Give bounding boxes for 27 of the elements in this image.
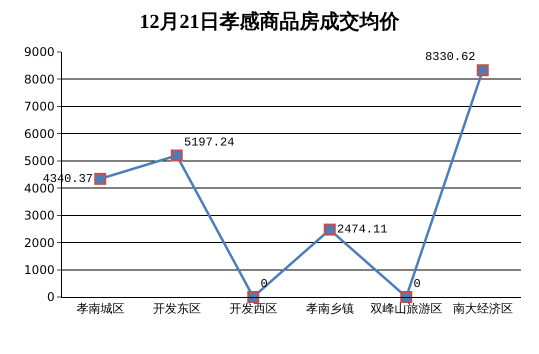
x-tick-label: 孝南城区	[76, 301, 124, 316]
point	[324, 224, 336, 236]
point	[170, 150, 183, 162]
y-tick-label: 8000	[24, 72, 55, 86]
point	[476, 64, 489, 76]
data-label: 2474.11	[337, 222, 388, 237]
x-tick-label: 开发西区	[229, 301, 278, 316]
y-tick-label: 6000	[24, 126, 55, 141]
data-label: 8330.62	[425, 50, 476, 64]
chart-title: 12月21日孝感商品房成交均价	[140, 10, 400, 34]
y-tick-label: 0	[46, 290, 55, 304]
point	[94, 172, 106, 185]
point	[400, 291, 412, 303]
y-tick-label: 4000	[24, 181, 55, 196]
data-label: 0	[414, 276, 421, 291]
x-tick-label: 双峰山旅游区	[370, 301, 442, 316]
y-tick-label: 7000	[24, 100, 55, 114]
x-tick-label: 开发东区	[152, 301, 201, 316]
y-tick-label: 3000	[24, 208, 55, 223]
x-tick-label: 孝南乡镇	[306, 301, 354, 316]
point	[247, 291, 260, 303]
x-tick-label: 南大经济区	[452, 301, 513, 316]
y-tick-label: 5000	[24, 154, 55, 168]
y-tick-label: 2000	[24, 236, 55, 250]
y-tick-label: 1000	[24, 262, 55, 277]
data-label: 5197.24	[184, 135, 234, 150]
y-tick-label: 9000	[24, 45, 55, 60]
